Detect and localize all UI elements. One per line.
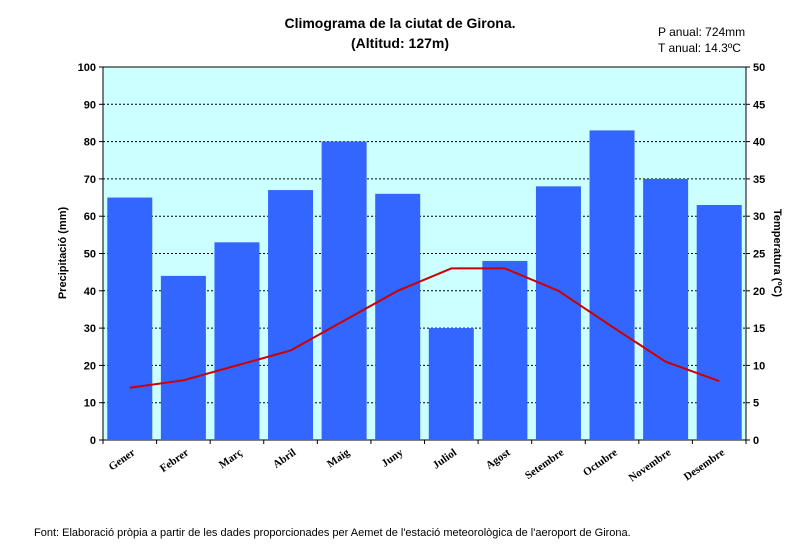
precipitation-bar	[214, 242, 260, 440]
y-tick-label: 100	[78, 62, 96, 74]
precipitation-bar	[321, 141, 367, 440]
category-label: Febrer	[158, 447, 191, 475]
y2-tick-label: 20	[753, 286, 765, 298]
y2-tick-label: 30	[753, 211, 765, 223]
category-label: Març	[217, 447, 245, 472]
category-label: Abril	[271, 447, 298, 471]
y2-tick-label: 15	[753, 323, 765, 335]
y2-tick-label: 45	[753, 99, 765, 111]
y-tick-label: 50	[84, 249, 96, 261]
category-label: Gener	[107, 447, 138, 474]
precipitation-bars	[107, 130, 742, 440]
annual-temperature-label: T anual: 14.3ºC	[658, 41, 741, 55]
y-tick-label: 40	[84, 286, 96, 298]
precipitation-bar	[535, 186, 581, 440]
gridlines	[103, 103, 746, 404]
chart-title: Climograma de la ciutat de Girona.	[284, 15, 515, 31]
y-tick-label: 80	[84, 137, 96, 149]
category-label: Maig	[325, 446, 352, 470]
y-axis-label: Precipitació (mm)	[57, 207, 69, 300]
category-label: Novembre	[627, 447, 674, 485]
temperature-line	[129, 267, 720, 389]
y2-tick-label: 10	[753, 360, 765, 372]
y2-tick-label: 50	[753, 62, 765, 74]
category-label: Setembre	[523, 447, 566, 482]
precipitation-bar	[107, 197, 153, 440]
y-tick-label: 10	[84, 398, 96, 410]
precipitation-bar	[428, 328, 474, 440]
precipitation-bar	[643, 178, 689, 440]
temperature-line-group	[129, 267, 720, 389]
precipitation-bar	[482, 260, 528, 440]
y-tick-label: 30	[84, 323, 96, 335]
y-tick-label: 70	[84, 174, 96, 186]
precipitation-bar	[160, 275, 206, 440]
y2-tick-label: 40	[753, 137, 765, 149]
y-tick-label: 60	[84, 211, 96, 223]
y-tick-label: 0	[90, 435, 96, 447]
category-label: Desembre	[682, 447, 727, 484]
y-tick-label: 20	[84, 360, 96, 372]
precipitation-bar	[268, 190, 314, 440]
y2-axis-label: Temperatura (ºC)	[771, 209, 783, 297]
category-label: Juny	[380, 446, 406, 469]
source-footer: Font: Elaboració pròpia a partir de les …	[34, 527, 631, 539]
precipitation-bar	[589, 130, 635, 440]
category-label: Agost	[484, 446, 513, 471]
y2-tick-label: 5	[753, 398, 759, 410]
category-label: Juliol	[431, 447, 459, 472]
precipitation-bar	[375, 193, 421, 440]
y2-tick-label: 0	[753, 435, 759, 447]
precipitation-bar	[696, 205, 742, 440]
y2-tick-label: 25	[753, 249, 765, 261]
chart-subtitle: (Altitud: 127m)	[351, 35, 449, 51]
annual-precipitation-label: P anual: 724mm	[658, 25, 745, 39]
y2-tick-label: 35	[753, 174, 765, 186]
category-label: Octubre	[581, 447, 620, 479]
y-tick-label: 90	[84, 99, 96, 111]
